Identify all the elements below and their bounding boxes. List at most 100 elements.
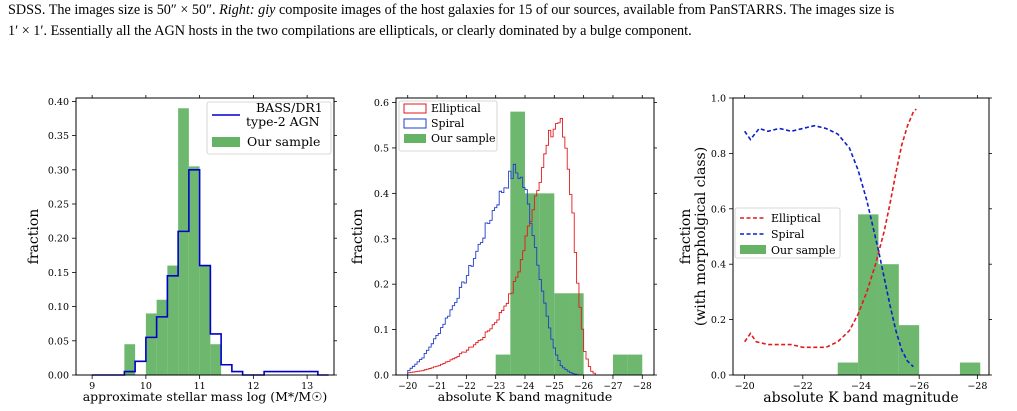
chart-1-axes: 0.00 0.05 0.10 0.15 0.20 0.25 0.30 0.35 0.40 9 10 1… [48, 95, 337, 392]
legend-label-spiral: Spiral [771, 228, 805, 241]
y-tick-label: 0.00 [48, 371, 69, 382]
x-axis-label: absolute K band magnitude [438, 389, 612, 404]
figure-caption: SDSS. The images size is 50″ × 50″. Righ… [8, 0, 1010, 42]
bar [495, 354, 511, 375]
chart-1-frame [75, 97, 335, 376]
legend-swatch-ours [404, 134, 426, 143]
bar [878, 264, 899, 375]
bar [627, 354, 643, 375]
bar [959, 362, 981, 375]
elliptical-step [407, 118, 598, 376]
x-tick-label: −27 [603, 382, 622, 392]
x-tick-label: −20 [398, 382, 417, 392]
y-tick-label: 0.10 [48, 302, 69, 313]
y-tick-label: 0.6 [711, 204, 726, 215]
legend-label-ours: Our sample [771, 244, 836, 257]
x-tick-label: −26 [574, 382, 593, 392]
legend-swatch-ours [740, 245, 766, 254]
spiral-dashed [743, 124, 914, 368]
elliptical-dashed [743, 108, 917, 349]
y-tick-label: 0.2 [711, 315, 726, 326]
bar [167, 265, 179, 375]
legend-swatch-elliptical [403, 103, 427, 114]
bass-dr1-step [92, 169, 329, 376]
x-tick-label: 10 [140, 381, 152, 392]
x-tick-label: −26 [909, 381, 929, 392]
x-tick-label: −23 [486, 382, 505, 392]
bar [858, 214, 879, 375]
our-sample-bars-3 [837, 214, 981, 375]
legend-label-bass-2: type-2 AGN [246, 114, 320, 129]
y-tick-label: 0.25 [48, 200, 69, 211]
legend-label-spiral: Spiral [431, 117, 465, 130]
chart-3-axes: 0.0 0.2 0.4 0.6 0.8 1.0 −20 −22 −24 −26 −28 [711, 94, 992, 392]
y-tick-label: 0.3 [374, 234, 389, 245]
bar [145, 313, 157, 375]
chart-1-ylabel: fraction [26, 209, 42, 265]
x-tick-label: −21 [428, 382, 447, 392]
y-tick-label: 0.40 [48, 97, 69, 108]
legend-label-elliptical: Elliptical [771, 212, 821, 225]
our-sample-bars-1 [124, 108, 222, 375]
x-tick-label: −25 [545, 382, 564, 392]
bar [612, 354, 628, 375]
y-axis-label: fraction [678, 209, 694, 265]
x-tick-label: −22 [793, 381, 813, 392]
caption-line-2: 1′ × 1′. Essentially all the AGN hosts i… [8, 23, 692, 39]
spiral-step [407, 163, 580, 376]
x-tick-label: −28 [633, 382, 652, 392]
chart-2-axes: 0.00.10.20.30.40.50.6−20 −21 −22 −23 −24 −25−… [374, 95, 657, 392]
x-axis-label: approximate stellar mass log (M*/M☉) [83, 389, 328, 404]
legend-label-bass: BASS/DR1 [256, 100, 323, 115]
legend-2: Elliptical Spiral Our sample [398, 100, 498, 152]
y-tick-label: 0.8 [711, 149, 726, 160]
bar [199, 265, 211, 375]
y-axis-label: (with morpholgical class) [693, 147, 709, 326]
bar [898, 325, 920, 375]
y-tick-label: 0.4 [711, 260, 726, 271]
y-tick-label: 0.2 [374, 280, 389, 291]
bar [156, 299, 168, 375]
bar [210, 344, 222, 375]
y-tick-label: 0.0 [374, 371, 389, 382]
y-axis-label: fraction [350, 209, 366, 265]
caption-line-1: SDSS. The images size is 50″ × 50″. Righ… [8, 2, 895, 18]
x-tick-label: 13 [301, 381, 313, 392]
y-tick-label: 0.05 [48, 336, 69, 347]
legend-label-ours: Our sample [247, 134, 320, 149]
bar [837, 362, 859, 375]
y-tick-label: 0.4 [374, 189, 389, 200]
legend-label-ours: Our sample [431, 132, 496, 145]
y-tick-label: 0.5 [374, 143, 389, 154]
y-tick-label: 0.15 [48, 268, 69, 279]
x-tick-label: −22 [457, 382, 476, 392]
x-tick-label: 9 [89, 381, 95, 392]
bar [568, 293, 584, 375]
y-tick-label: 0.1 [374, 325, 389, 336]
y-tick-label: 0.6 [374, 98, 389, 109]
y-tick-label: 1.0 [711, 94, 726, 105]
our-sample-bars-2 [495, 111, 643, 375]
chart-2-ylabel: fraction [350, 209, 366, 265]
y-tick-label: 0.0 [711, 371, 726, 382]
x-tick-label: −20 [735, 381, 755, 392]
y-axis-label: fraction [26, 209, 42, 265]
bar [510, 111, 525, 375]
legend-swatch-ours [212, 137, 240, 147]
bar [554, 293, 569, 375]
bar [188, 166, 200, 375]
x-tick-label: −24 [851, 381, 871, 392]
legend-label-elliptical: Elliptical [431, 102, 481, 115]
y-tick-label: 0.30 [48, 165, 69, 176]
x-tick-label: −24 [516, 382, 535, 392]
chart-3-ylabel: fraction (with morpholgical class) [678, 147, 709, 326]
bar [178, 108, 189, 375]
x-tick-label: 12 [247, 381, 259, 392]
x-tick-label: −28 [967, 381, 987, 392]
bar [525, 193, 540, 375]
x-axis-label: absolute K band magnitude [763, 390, 958, 406]
bar [124, 344, 136, 375]
x-tick-label: 11 [194, 381, 206, 392]
